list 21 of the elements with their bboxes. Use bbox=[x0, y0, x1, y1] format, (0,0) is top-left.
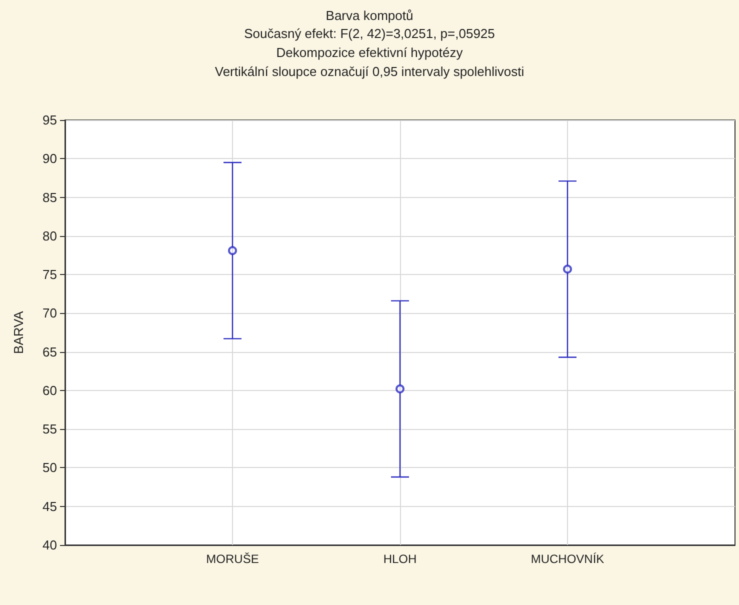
x-tick-label: HLOH bbox=[383, 552, 417, 566]
y-tick-label: 80 bbox=[42, 228, 57, 244]
y-tick-label: 40 bbox=[42, 538, 57, 552]
y-tick-label: 65 bbox=[42, 344, 57, 360]
y-tick-label: 95 bbox=[42, 112, 57, 128]
y-tick-label: 90 bbox=[42, 151, 57, 166]
y-tick-label: 75 bbox=[42, 267, 57, 282]
y-tick-label: 55 bbox=[42, 422, 57, 437]
chart-subtitle: Současný efekt: F(2, 42)=3,0251, p=,05925 Dekompozice efektivní hypotézy Vertikální sloupce označují 0,95 intervaly spolehlivosti bbox=[214, 26, 524, 79]
y-tick-label: 50 bbox=[42, 460, 57, 476]
y-tick-label: 45 bbox=[42, 498, 57, 514]
point bbox=[228, 246, 237, 256]
x-tick-label: MUCHOVNÍK bbox=[530, 552, 604, 566]
x-tick-label: MORUŠE bbox=[206, 552, 259, 566]
y-tick-label: 85 bbox=[42, 190, 57, 205]
chart-title: Barva kompotů bbox=[326, 8, 414, 23]
y-tick-label: 70 bbox=[42, 306, 57, 321]
point bbox=[563, 264, 572, 274]
y-tick-label: 60 bbox=[42, 382, 57, 398]
y-axis-title: BARVA bbox=[11, 310, 26, 354]
point bbox=[396, 384, 404, 394]
